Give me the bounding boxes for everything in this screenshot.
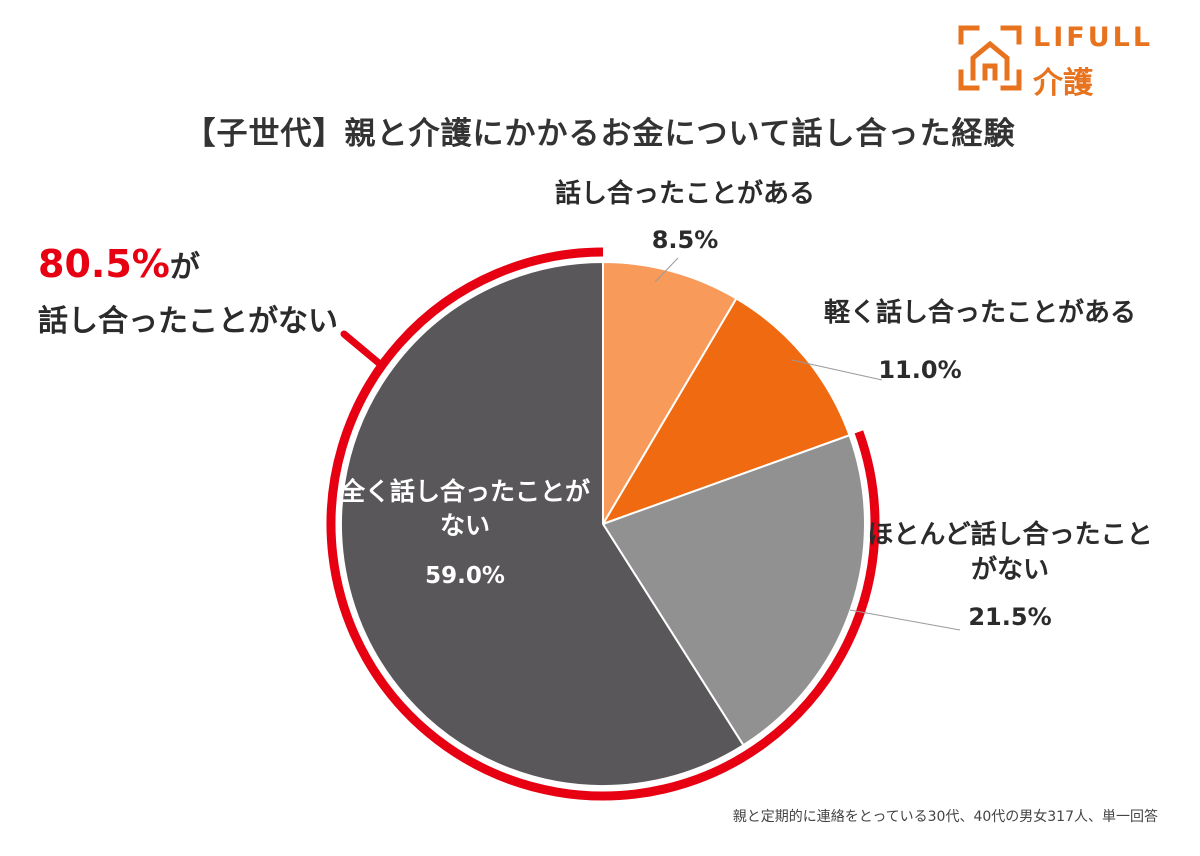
slice-2-value-label: 11.0% (878, 356, 962, 384)
slice-3-label: ほとんど話し合ったことがない (867, 520, 1153, 586)
slice-2-label: 軽く話し合ったことがある (823, 298, 1136, 328)
pie-slice-1 (602, 260, 738, 528)
logo-wordmark: LIFULL (1033, 22, 1154, 53)
leader-line-2 (791, 359, 883, 381)
highlight-arc (326, 247, 880, 801)
slice-4-label: 全く話し合ったことがない (340, 477, 591, 540)
logo-subtitle: 介護 (1033, 66, 1093, 101)
leader-line-1 (654, 257, 679, 283)
house-logo-icon (958, 25, 1022, 91)
slice-1-value-label: 8.5% (651, 226, 719, 254)
slice-4-value-label: 59.0% (425, 563, 505, 589)
slice-1-label: 話し合ったことがある (554, 179, 815, 209)
callout-pointer (340, 330, 384, 368)
callout-percent-value: 80.5% (38, 242, 170, 286)
footnote: 親と定期的に連絡をとっている30代、40代の男女317人、単一回答 (732, 809, 1158, 825)
pie-slice-2 (600, 297, 851, 526)
callout-percent-suffix: が (169, 250, 200, 285)
lifull-logo: LIFULL 介護 (955, 22, 1175, 102)
pie-slice-4 (340, 260, 745, 787)
chart-title: 【子世代】親と介護にかかるお金について話し合った経験 (184, 116, 1016, 152)
callout-percent: 80.5%が (38, 242, 200, 286)
slice-3-value-label: 21.5% (968, 603, 1052, 631)
pie-slice-3 (601, 433, 866, 747)
callout-text: 話し合ったことがない (38, 304, 338, 339)
leader-line-3 (849, 609, 961, 631)
